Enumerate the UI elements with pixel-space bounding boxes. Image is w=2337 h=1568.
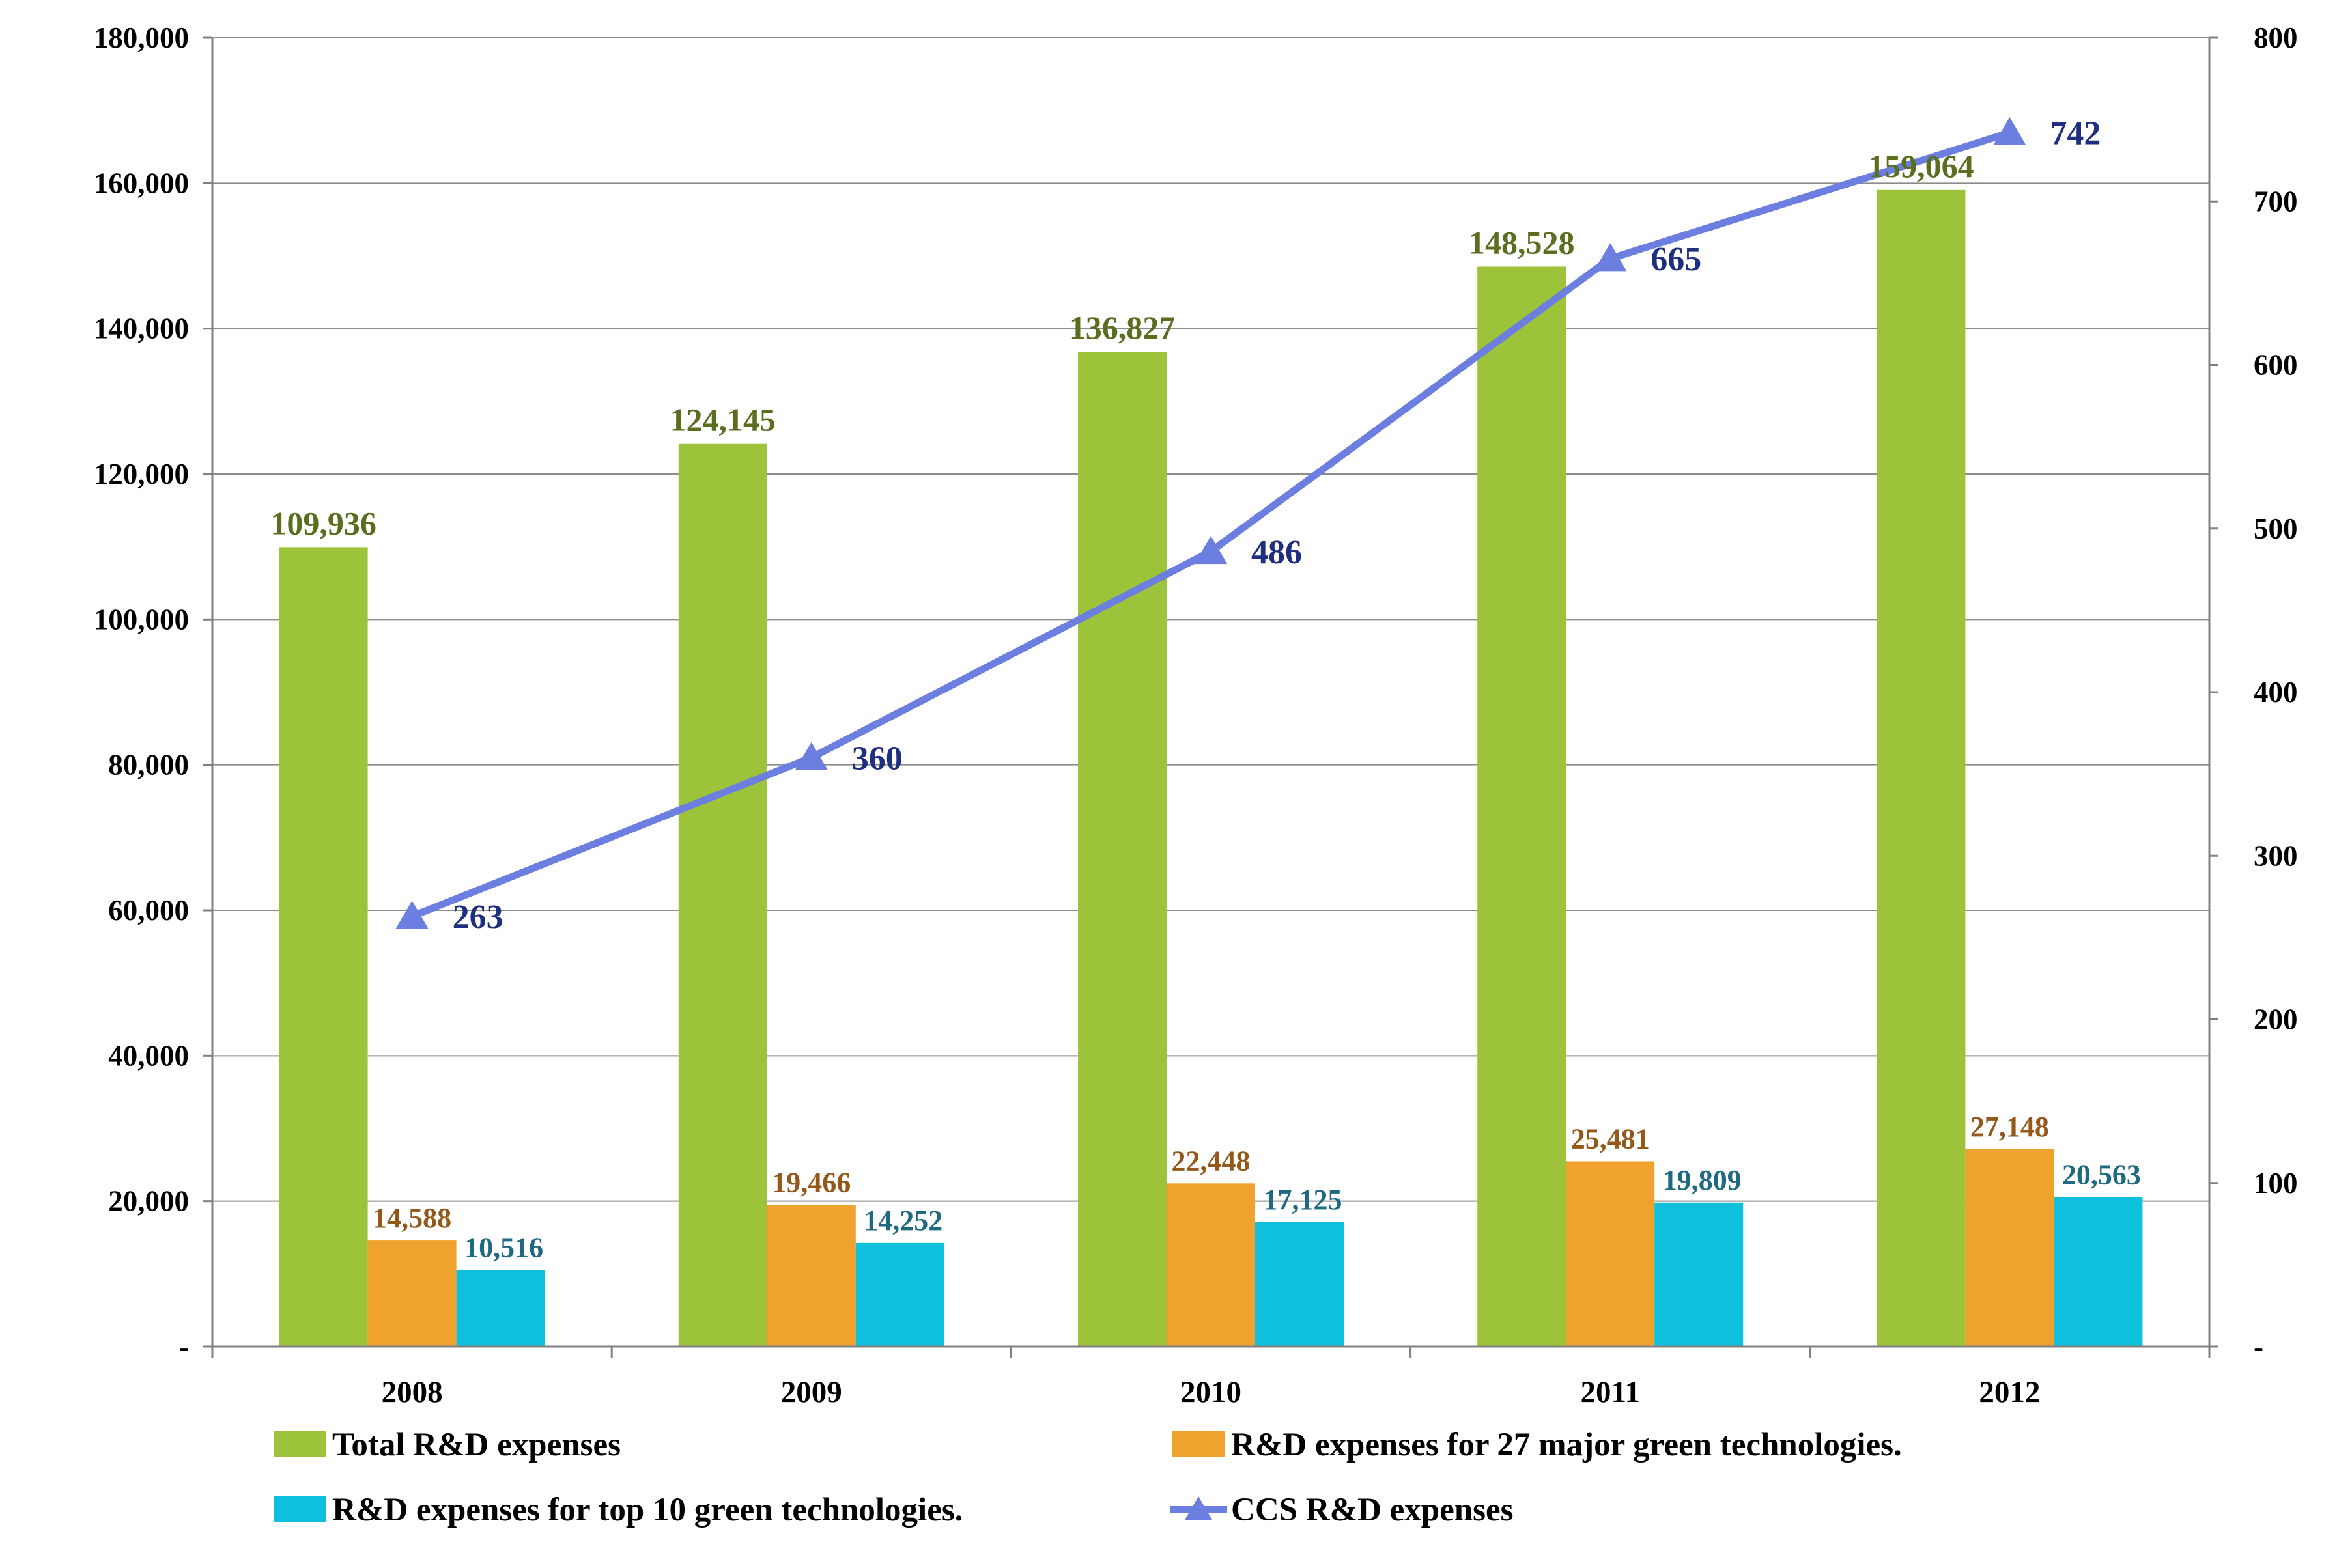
legend-swatch-total-r-d-expenses — [274, 1431, 326, 1457]
axes: - 20,000 40,000 60,000 80,000 100,000 120,000 1… — [94, 21, 2298, 1409]
bar-r-d-expenses-for-27-major-green-technologies-2012 — [1965, 1149, 2054, 1347]
y-right-tick-label: 200 — [2254, 1003, 2298, 1036]
bar-r-d-expenses-for-top-10-green-technologies-2011 — [1654, 1202, 1744, 1347]
y-left-tick-label: 120,000 — [94, 458, 189, 490]
label-r-d-expenses-for-27-major-green-technologies-2010: 22,448 — [1172, 1145, 1251, 1177]
y-left-tick-label: 160,000 — [94, 167, 189, 199]
label-ccs-2008: 263 — [453, 899, 503, 936]
label-r-d-expenses-for-top-10-green-technologies-2009: 14,252 — [864, 1205, 942, 1237]
label-r-d-expenses-for-27-major-green-technologies-2011: 25,481 — [1571, 1123, 1650, 1155]
data-labels: 109,936 124,145 136,827 148,528 159,064 14,58… — [270, 115, 2141, 1264]
y-right-tick-label: 300 — [2254, 839, 2298, 872]
y-left-tick-label: 100,000 — [94, 603, 189, 636]
x-tick-label-2012: 2012 — [1979, 1375, 2040, 1409]
y-right-tick-label: 800 — [2254, 21, 2298, 54]
y-right-tick-label: 600 — [2254, 349, 2298, 382]
label-ccs-2009: 360 — [852, 740, 903, 777]
ccs-line-series — [395, 117, 2026, 929]
label-r-d-expenses-for-top-10-green-technologies-2011: 19,809 — [1663, 1164, 1742, 1196]
label-r-d-expenses-for-top-10-green-technologies-2008: 10,516 — [464, 1232, 543, 1264]
y-left-tick-label: 140,000 — [94, 313, 189, 345]
label-total-r-d-expenses-2008: 109,936 — [270, 505, 376, 541]
bar-total-r-d-expenses-2010 — [1078, 352, 1167, 1347]
bar-total-r-d-expenses-2011 — [1477, 266, 1566, 1347]
legend: Total R&D expenses R&D expenses for 27 ma… — [274, 1427, 1902, 1528]
label-r-d-expenses-for-top-10-green-technologies-2012: 20,563 — [2062, 1158, 2141, 1190]
y-right-tick-label: 500 — [2254, 512, 2298, 545]
bar-r-d-expenses-for-27-major-green-technologies-2011 — [1566, 1161, 1655, 1347]
y-left-tick-label: 40,000 — [108, 1039, 189, 1072]
label-total-r-d-expenses-2011: 148,528 — [1469, 224, 1575, 260]
label-r-d-expenses-for-27-major-green-technologies-2008: 14,588 — [373, 1202, 451, 1234]
legend-label-ccs-r-d-expenses: CCS R&D expenses — [1231, 1492, 1514, 1528]
legend-label-r-d-expenses-for-top-10-green-technologies: R&D expenses for top 10 green technologi… — [332, 1492, 963, 1528]
bar-r-d-expenses-for-27-major-green-technologies-2009 — [767, 1205, 856, 1347]
ccs-marker-2011 — [1594, 243, 1627, 272]
legend-swatch-r-d-expenses-for-27-major-green-technologies — [1172, 1431, 1225, 1457]
y-right-tick-label: 100 — [2254, 1167, 2298, 1199]
bar-total-r-d-expenses-2012 — [1877, 189, 1966, 1347]
x-tick-label-2010: 2010 — [1180, 1375, 1241, 1409]
y-left-tick-label: 80,000 — [108, 749, 189, 781]
ccs-marker-2008 — [395, 901, 429, 929]
x-tick-label-2009: 2009 — [781, 1375, 842, 1409]
label-ccs-2010: 486 — [1251, 534, 1302, 571]
legend-label-total-r-d-expenses: Total R&D expenses — [332, 1427, 621, 1463]
bar-r-d-expenses-for-top-10-green-technologies-2008 — [456, 1270, 545, 1347]
y-left-tick-label: 20,000 — [108, 1185, 189, 1218]
gridlines — [212, 37, 2209, 1202]
y-left-tick-label: 180,000 — [94, 21, 189, 54]
bar-r-d-expenses-for-27-major-green-technologies-2010 — [1167, 1183, 1255, 1347]
ccs-marker-2010 — [1194, 535, 1228, 565]
y-left-tick-label: 60,000 — [108, 894, 189, 927]
ccs-marker-2009 — [795, 742, 828, 770]
label-total-r-d-expenses-2010: 136,827 — [1069, 309, 1176, 346]
bar-r-d-expenses-for-top-10-green-technologies-2009 — [855, 1242, 944, 1347]
x-tick-label-2011: 2011 — [1580, 1375, 1639, 1409]
bar-r-d-expenses-for-top-10-green-technologies-2010 — [1255, 1222, 1344, 1347]
bar-r-d-expenses-for-top-10-green-technologies-2012 — [2054, 1197, 2143, 1347]
label-ccs-2012: 742 — [2050, 115, 2101, 152]
y-right-tick-label: - — [2254, 1330, 2263, 1363]
legend-swatch-r-d-expenses-for-top-10-green-technologies — [274, 1496, 326, 1522]
y-right-tick-label: 400 — [2254, 676, 2298, 708]
label-r-d-expenses-for-top-10-green-technologies-2010: 17,125 — [1264, 1184, 1342, 1216]
bar-series — [279, 189, 2143, 1347]
ccs-marker-2012 — [1993, 117, 2026, 145]
ccs-line — [410, 129, 2011, 920]
label-total-r-d-expenses-2012: 159,064 — [1868, 148, 1974, 184]
bar-r-d-expenses-for-27-major-green-technologies-2008 — [367, 1240, 457, 1347]
label-r-d-expenses-for-27-major-green-technologies-2009: 19,466 — [772, 1167, 851, 1199]
legend-label-r-d-expenses-for-27-major-green-technologies: R&D expenses for 27 major green technolo… — [1231, 1427, 1902, 1463]
x-tick-label-2008: 2008 — [382, 1375, 443, 1409]
y-right-tick-label: 700 — [2254, 185, 2298, 217]
legend-marker-ccs-r-d-expenses — [1185, 1496, 1212, 1520]
label-total-r-d-expenses-2009: 124,145 — [670, 402, 776, 438]
label-r-d-expenses-for-27-major-green-technologies-2012: 27,148 — [1970, 1111, 2049, 1143]
label-ccs-2011: 665 — [1650, 241, 1701, 278]
bar-total-r-d-expenses-2009 — [678, 443, 767, 1347]
bar-total-r-d-expenses-2008 — [279, 547, 368, 1347]
y-left-tick-label: - — [179, 1330, 189, 1363]
